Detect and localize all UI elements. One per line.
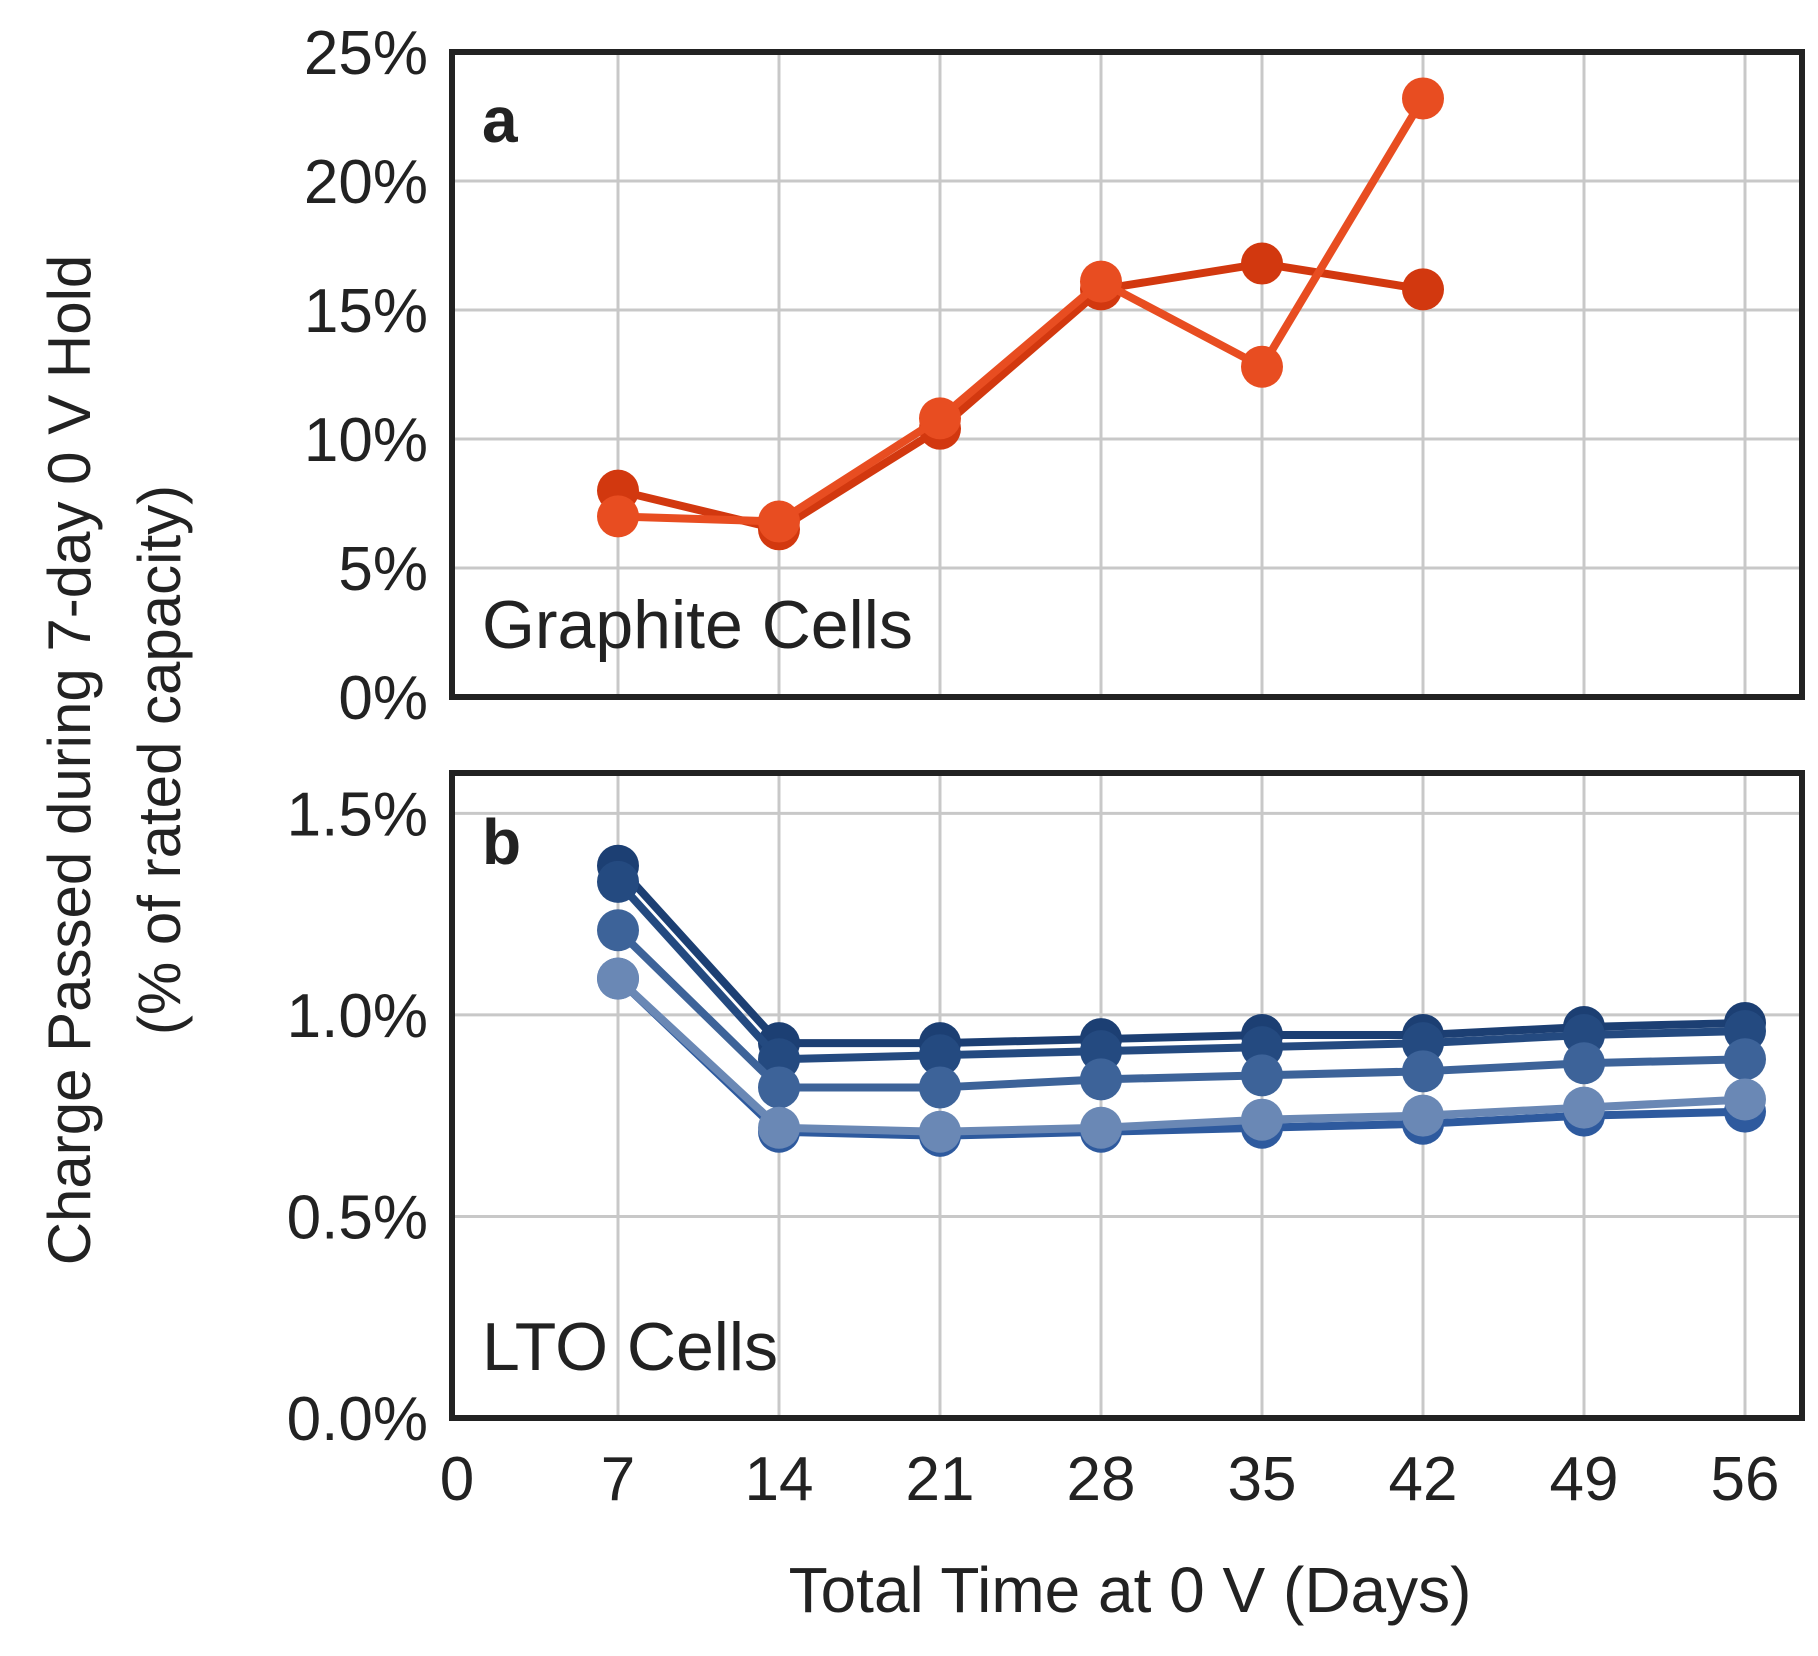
data-point	[1563, 1042, 1605, 1085]
y-axis-label-line1: Charge Passed during 7-day 0 V Hold	[36, 255, 103, 1266]
series-line	[615, 975, 1746, 1136]
panel-a-frame	[449, 49, 1805, 700]
panel-a-series	[597, 77, 1444, 551]
y-tick-label: 0.0%	[287, 1385, 428, 1454]
data-point	[1724, 1078, 1766, 1121]
x-tick-label: 35	[1228, 1445, 1297, 1514]
data-point	[758, 1066, 800, 1109]
data-point	[1080, 1058, 1122, 1101]
y-tick-label: 10%	[304, 406, 428, 475]
series-line	[615, 975, 1746, 1140]
series-line	[615, 863, 1746, 1048]
x-tick-label: 7	[601, 1445, 635, 1514]
x-tick-label: 49	[1550, 1445, 1619, 1514]
data-point	[597, 909, 639, 952]
y-tick-label: 0%	[338, 664, 428, 733]
x-axis-label: Total Time at 0 V (Days)	[789, 1554, 1472, 1626]
data-point	[919, 397, 961, 440]
data-point	[1563, 1086, 1605, 1129]
data-point	[1080, 260, 1122, 303]
x-tick-label: 28	[1067, 1445, 1136, 1514]
panel-b-frame	[449, 770, 1805, 1421]
data-point	[1241, 1054, 1283, 1097]
y-tick-label: 20%	[304, 148, 428, 217]
data-point	[919, 1034, 961, 1077]
x-tick-label: 21	[906, 1445, 975, 1514]
data-point	[597, 495, 639, 538]
panel-b-series	[597, 844, 1766, 1157]
y-tick-label: 15%	[304, 277, 428, 346]
data-point	[758, 1106, 800, 1149]
series-line	[615, 879, 1746, 1064]
x-tick-label: 42	[1389, 1445, 1458, 1514]
data-point	[1402, 1094, 1444, 1137]
x-tick-label: 56	[1711, 1445, 1780, 1514]
panel-a-letter: a	[482, 84, 518, 156]
panel-b-letter: b	[482, 806, 521, 878]
y-tick-label: 25%	[304, 19, 428, 88]
y-tick-label: 1.0%	[287, 982, 428, 1051]
data-point	[597, 860, 639, 903]
data-point	[1080, 1106, 1122, 1149]
y-tick-label: 1.5%	[287, 780, 428, 849]
panel-a-graphite: 0% 5% 10% 15% 20% 25% a Graphite Cells	[304, 19, 1805, 733]
x-tick-labels: 0 7 14 21 28 35 42 49 56	[440, 1445, 1780, 1514]
panel-b-lto: 0.0% 0.5% 1.0% 1.5% b LTO Cells	[287, 770, 1805, 1454]
panel-a-y-ticks: 0% 5% 10% 15% 20% 25%	[304, 19, 428, 733]
x-tick-label: 0	[440, 1445, 474, 1514]
series-line	[615, 927, 1746, 1092]
data-point	[919, 1110, 961, 1153]
data-point	[1402, 1050, 1444, 1093]
series-line	[617, 96, 1427, 526]
data-point	[1402, 77, 1444, 120]
panel-b-y-ticks: 0.0% 0.5% 1.0% 1.5%	[287, 780, 428, 1454]
y-tick-label: 5%	[338, 535, 428, 604]
data-point	[1402, 268, 1444, 311]
data-point	[1241, 242, 1283, 285]
data-point	[1241, 1098, 1283, 1141]
y-tick-label: 0.5%	[287, 1183, 428, 1252]
y-axis-label-line2: (% of rated capacity)	[126, 485, 193, 1035]
panel-b-title: LTO Cells	[482, 1309, 778, 1385]
data-point	[919, 1066, 961, 1109]
data-point	[597, 957, 639, 1000]
x-tick-label: 14	[745, 1445, 814, 1514]
y-axis-label-group: Charge Passed during 7-day 0 V Hold (% o…	[36, 255, 193, 1266]
data-point	[1241, 345, 1283, 388]
panel-a-title: Graphite Cells	[482, 587, 913, 663]
data-point	[758, 500, 800, 543]
data-point	[1724, 1038, 1766, 1081]
